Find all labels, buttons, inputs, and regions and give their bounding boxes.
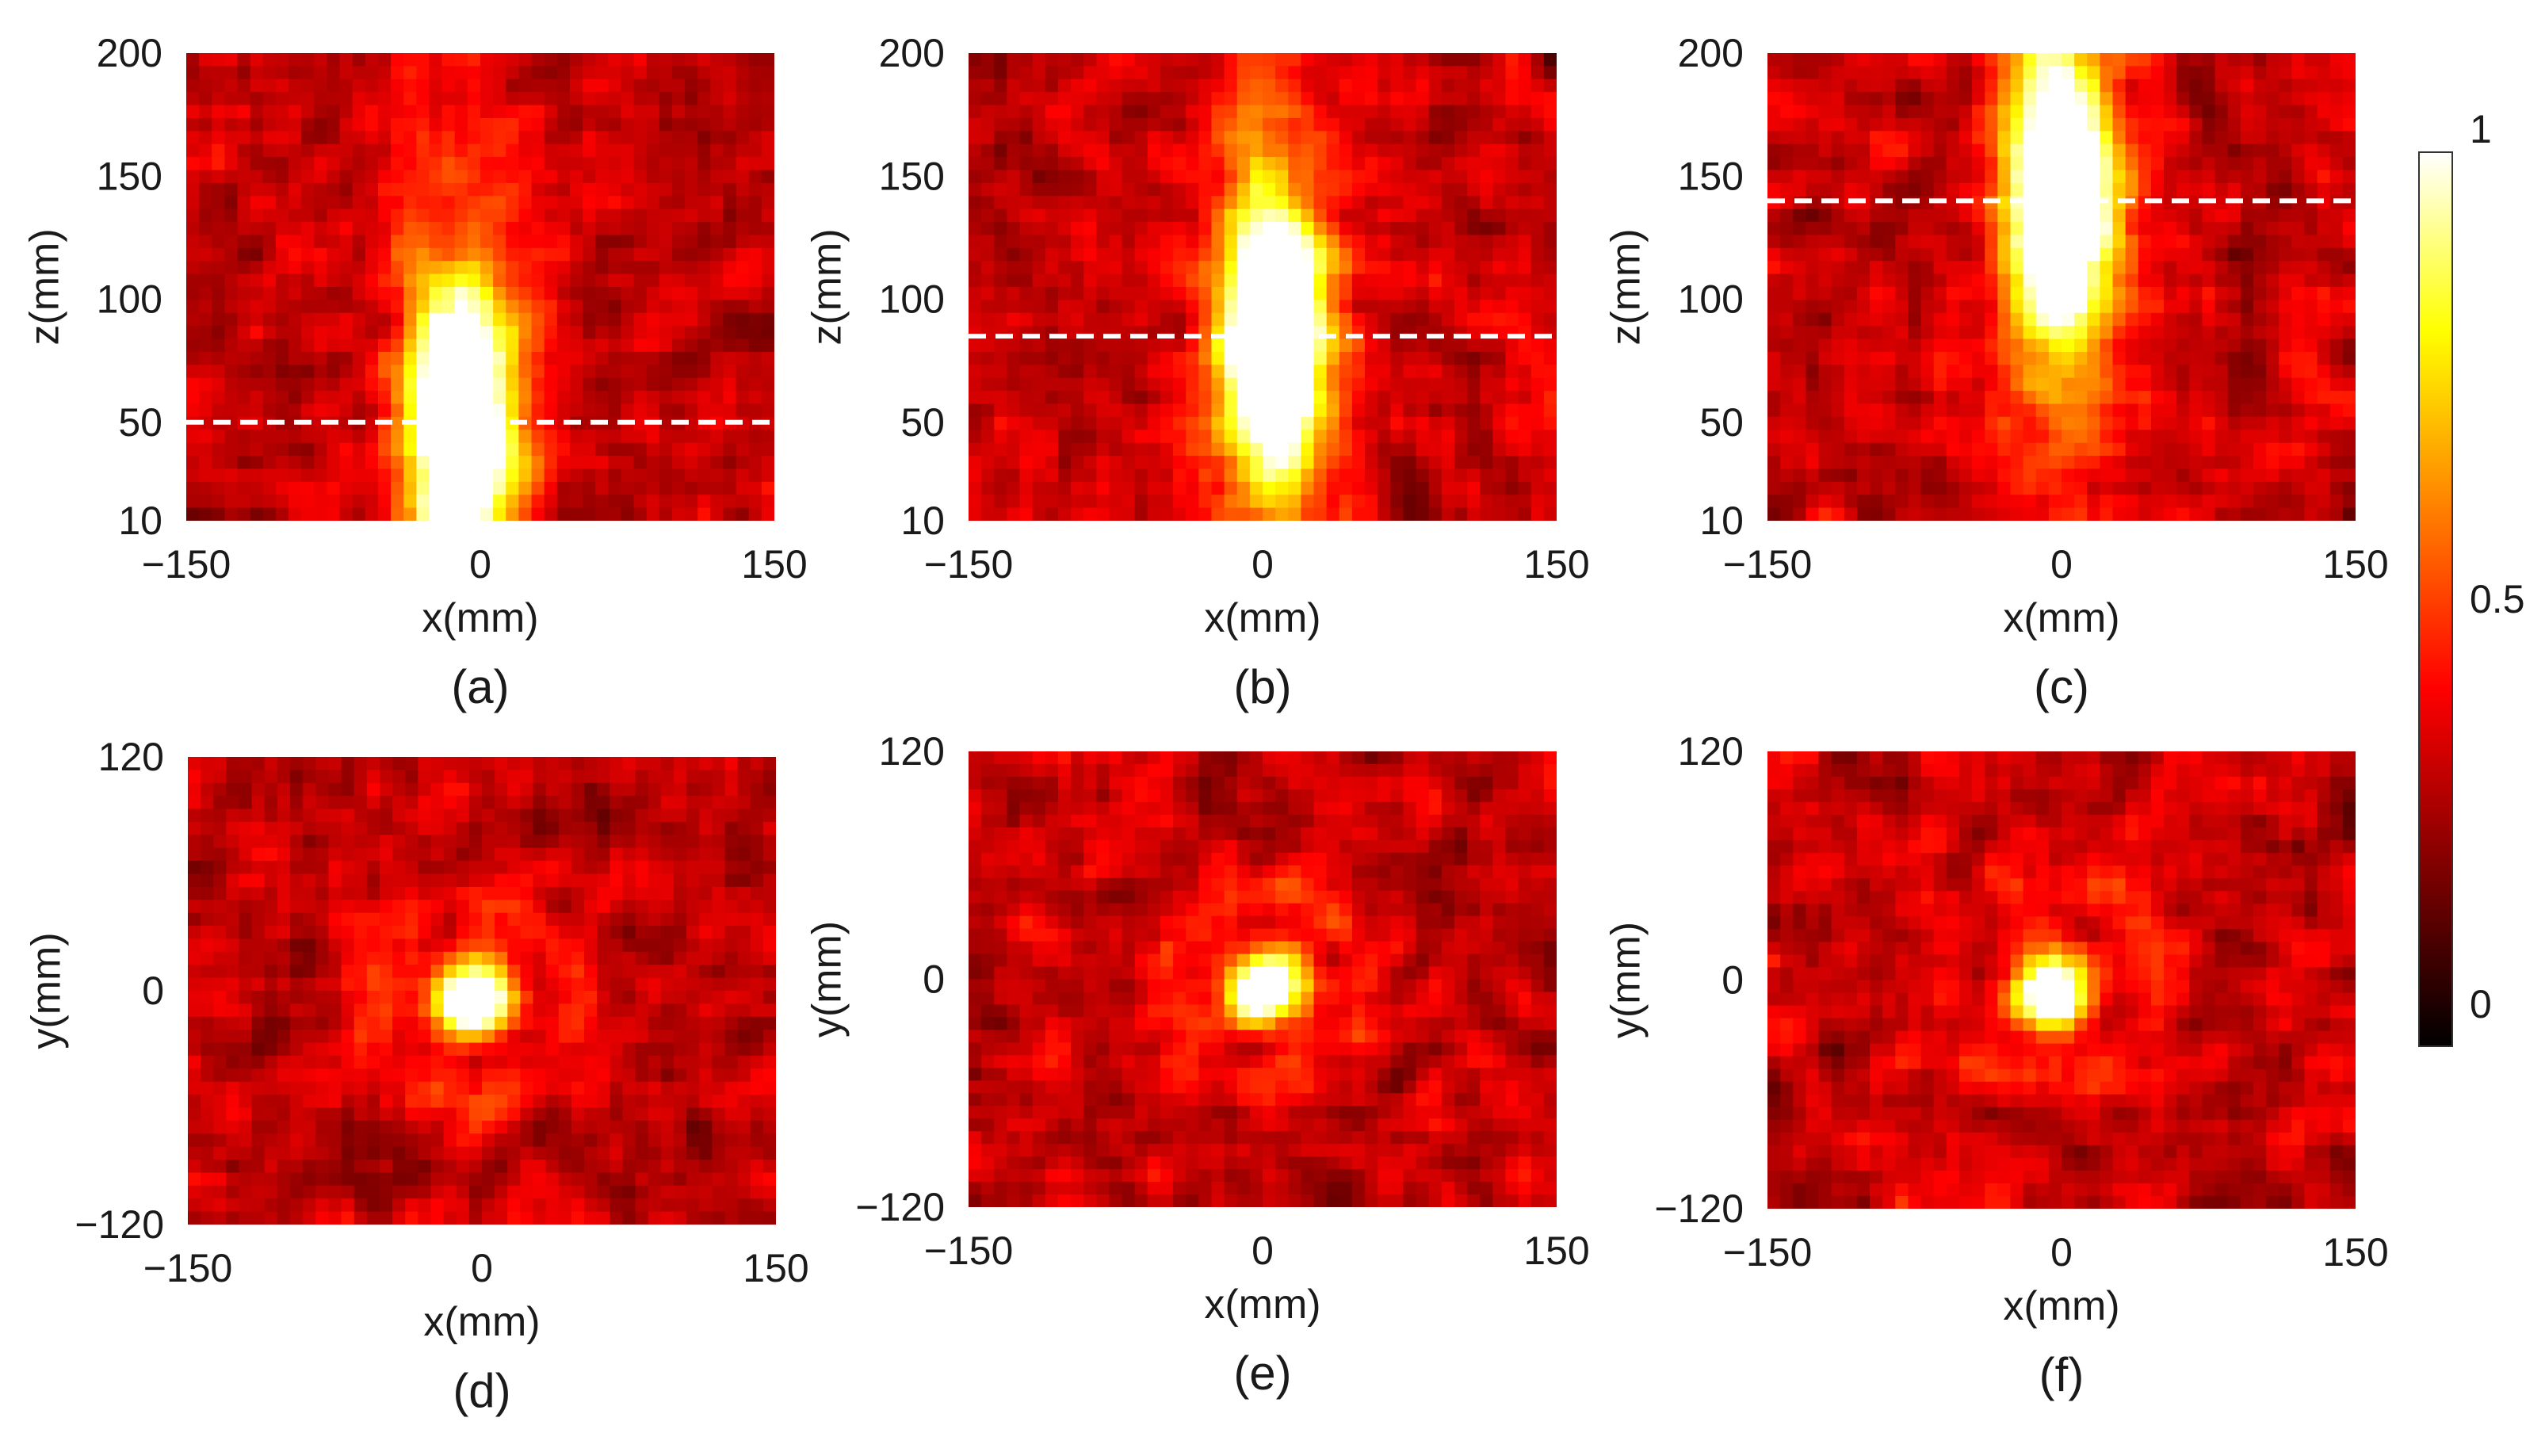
x-tick-label: 150: [741, 542, 807, 587]
x-axis-label: x(mm): [2003, 595, 2119, 641]
heatmap-c: [1767, 53, 2356, 521]
y-tick-label: 150: [97, 154, 162, 198]
colorbar-tick-label: 0.5: [2470, 577, 2525, 621]
y-axis-label: y(mm): [24, 932, 70, 1049]
colorbar-tick-label: 1: [2470, 107, 2492, 151]
y-tick-label: −120: [75, 1202, 164, 1247]
x-tick-label: 0: [1251, 542, 1274, 587]
panel-b: −150 0 150 200 150 100 50 10 x(mm) z(mm) (b): [804, 31, 1590, 713]
y-axis-label: z(mm): [1603, 228, 1649, 345]
y-axis-label: z(mm): [22, 228, 68, 345]
heatmap-d: [188, 757, 776, 1225]
y-tick-label: 100: [879, 277, 945, 322]
x-tick-label: −150: [924, 542, 1014, 587]
y-tick-label: 120: [98, 735, 164, 779]
panel-label-e: (e): [1233, 1347, 1291, 1400]
x-tick-label: −150: [1723, 1230, 1813, 1274]
y-tick-label: 120: [879, 729, 945, 774]
y-tick-label: 200: [879, 31, 945, 75]
y-tick-label: 200: [97, 31, 162, 75]
x-axis-label: x(mm): [2003, 1283, 2119, 1329]
y-tick-label: 50: [118, 400, 162, 445]
y-tick-label: 50: [1699, 400, 1744, 445]
x-tick-label: 150: [1523, 542, 1589, 587]
x-tick-label: 150: [2322, 542, 2388, 587]
y-tick-label: 10: [1699, 499, 1744, 543]
x-tick-label: −150: [143, 1246, 233, 1290]
x-tick-label: −150: [924, 1229, 1014, 1273]
panel-label-c: (c): [2034, 660, 2089, 713]
y-axis-label: y(mm): [1603, 922, 1649, 1038]
y-tick-label: 0: [142, 969, 164, 1013]
panel-label-b: (b): [1233, 660, 1291, 713]
x-tick-label: 0: [469, 542, 491, 587]
x-axis-label: x(mm): [1204, 1282, 1320, 1328]
y-tick-label: 150: [1678, 154, 1744, 198]
y-tick-label: 150: [879, 154, 945, 198]
x-axis-label: x(mm): [423, 1299, 540, 1345]
x-axis-label: x(mm): [422, 595, 538, 641]
y-tick-label: 200: [1678, 31, 1744, 75]
y-tick-label: 100: [1678, 277, 1744, 322]
y-tick-label: 10: [118, 499, 162, 543]
panel-a: −150 0 150 200 150 100 50 10 x(mm) z(mm) (a): [22, 31, 808, 713]
y-tick-label: −120: [1654, 1187, 1744, 1231]
x-tick-label: 0: [1251, 1229, 1274, 1273]
panel-f: −150 0 150 120 0 −120 x(mm) y(mm) (f): [1603, 729, 2389, 1401]
y-tick-label: 0: [1722, 958, 1744, 1003]
y-tick-label: 50: [900, 400, 945, 445]
panel-label-f: (f): [2039, 1348, 2085, 1401]
panel-label-d: (d): [453, 1364, 510, 1417]
x-tick-label: 150: [1523, 1229, 1589, 1273]
panel-label-a: (a): [451, 660, 509, 713]
y-axis-label: z(mm): [804, 228, 850, 345]
y-tick-label: −120: [855, 1185, 945, 1229]
x-tick-label: 0: [471, 1246, 493, 1290]
colorbar-gradient: [2418, 151, 2453, 1047]
y-tick-label: 120: [1678, 729, 1744, 774]
heatmap-b: [969, 53, 1557, 521]
y-tick-label: 100: [97, 277, 162, 322]
colorbar: 10.50: [2418, 107, 2525, 1047]
colorbar-tick-label: 0: [2470, 982, 2492, 1026]
x-tick-label: 150: [2322, 1230, 2388, 1274]
x-tick-label: 0: [2050, 1230, 2073, 1274]
panel-c: −150 0 150 200 150 100 50 10 x(mm) z(mm) (c): [1603, 31, 2389, 713]
x-axis-label: x(mm): [1204, 595, 1320, 641]
heatmap-e: [969, 751, 1557, 1207]
heatmap-a: [186, 53, 774, 521]
panel-d: −150 0 150 120 0 −120 x(mm) y(mm) (d): [24, 735, 809, 1417]
y-tick-label: 0: [923, 957, 945, 1002]
heatmap-f: [1767, 751, 2356, 1209]
x-tick-label: −150: [142, 542, 231, 587]
x-tick-label: −150: [1723, 542, 1813, 587]
x-tick-label: 0: [2050, 542, 2073, 587]
y-axis-label: y(mm): [804, 921, 850, 1038]
y-tick-label: 10: [900, 499, 945, 543]
x-tick-label: 150: [743, 1246, 808, 1290]
panel-e: −150 0 150 120 0 −120 x(mm) y(mm) (e): [804, 729, 1590, 1400]
